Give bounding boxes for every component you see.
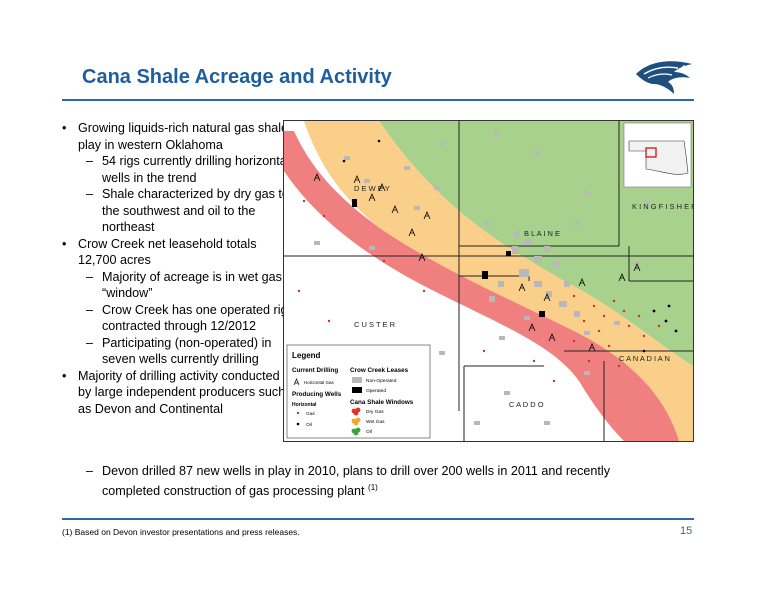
legend-gas: Gas xyxy=(306,411,315,417)
legend-oil-window: Oil xyxy=(366,429,372,435)
legend-horizontal-gas: Horizontal Gas xyxy=(304,380,335,385)
sub-bullet-text: Devon drilled 87 new wells in play in 20… xyxy=(102,464,611,498)
footnote: (1) Based on Devon investor presentation… xyxy=(62,527,300,537)
county-label-dewey: D E W E Y xyxy=(354,184,390,193)
county-label-kingfisher: K I N G F I S H E R xyxy=(632,202,693,211)
sub-bullet-item-devon: Devon drilled 87 new wells in play in 20… xyxy=(86,463,662,499)
bullet-item: Crow Creek net leasehold totals 12,700 a… xyxy=(62,236,292,269)
wet-gas-swatch xyxy=(351,417,361,426)
legend-cana-windows: Cana Shale Windows xyxy=(350,399,414,406)
oil-window-region xyxy=(379,121,693,366)
sub-bullet-item: Shale characterized by dry gas to the so… xyxy=(62,186,292,236)
operated-swatch xyxy=(352,387,362,393)
sub-bullet-item: Majority of acreage is in wet gas “windo… xyxy=(62,269,292,302)
map-canvas: D E W E Y B L A I N E K I N G F I S H E … xyxy=(284,121,693,441)
legend-crow-creek-leases: Crow Creek Leases xyxy=(350,367,409,374)
county-label-blaine: B L A I N E xyxy=(524,229,560,238)
county-boundaries xyxy=(284,121,693,441)
dry-gas-region xyxy=(284,131,679,441)
legend-horizontal: Horizontal xyxy=(292,402,317,408)
footer-divider xyxy=(62,518,694,520)
cana-shale-map: D E W E Y B L A I N E K I N G F I S H E … xyxy=(283,120,694,442)
gas-well-markers xyxy=(297,199,661,383)
page-number: 15 xyxy=(680,525,693,537)
bullet-list: Growing liquids-rich natural gas shale p… xyxy=(62,120,292,417)
bullet-item: Majority of drilling activity conducted … xyxy=(62,368,292,418)
legend-wet-gas: Wet Gas xyxy=(366,419,385,425)
county-label-custer: C U S T E R xyxy=(354,320,396,329)
lease-blocks-operated xyxy=(352,199,545,317)
eagle-logo-icon xyxy=(636,61,692,94)
slide-title: Cana Shale Acreage and Activity xyxy=(82,66,392,88)
oil-window-swatch xyxy=(351,427,361,436)
map-legend: Legend Current Drilling Horizontal Gas P… xyxy=(286,344,431,439)
legend-non-operated: Non-Operated xyxy=(366,378,397,384)
non-operated-swatch xyxy=(352,377,362,383)
county-label-caddo: C A D D O xyxy=(509,400,544,409)
sub-bullet-item: Crow Creek has one operated rig contract… xyxy=(62,302,292,335)
sub-bullet-item: Participating (non-operated) in seven we… xyxy=(62,335,292,368)
legend-title: Legend xyxy=(292,351,321,360)
drilling-rig-markers xyxy=(313,172,641,352)
legend-dry-gas: Dry Gas xyxy=(366,409,384,415)
legend-current-drilling: Current Drilling xyxy=(292,367,338,374)
title-divider xyxy=(62,99,694,101)
footnote-ref: (1) xyxy=(368,482,378,492)
bullet-item: Growing liquids-rich natural gas shale p… xyxy=(62,120,292,153)
rig-icon xyxy=(293,378,300,386)
oklahoma-inset-map xyxy=(623,122,692,188)
oil-well-markers xyxy=(342,139,678,353)
gas-well-icon xyxy=(296,411,300,415)
sub-bullet-item: 54 rigs currently drilling horizontal we… xyxy=(62,153,292,186)
legend-oil: Oil xyxy=(306,422,312,428)
legend-operated: Operated xyxy=(366,388,386,394)
dry-gas-swatch xyxy=(351,407,361,416)
county-label-canadian: C A N A D I A N xyxy=(619,354,670,363)
lease-blocks-non-operated xyxy=(314,131,650,425)
oil-well-icon xyxy=(296,422,300,426)
legend-producing-wells: Producing Wells xyxy=(292,391,342,398)
county-labels: D E W E Y B L A I N E K I N G F I S H E … xyxy=(354,184,693,409)
